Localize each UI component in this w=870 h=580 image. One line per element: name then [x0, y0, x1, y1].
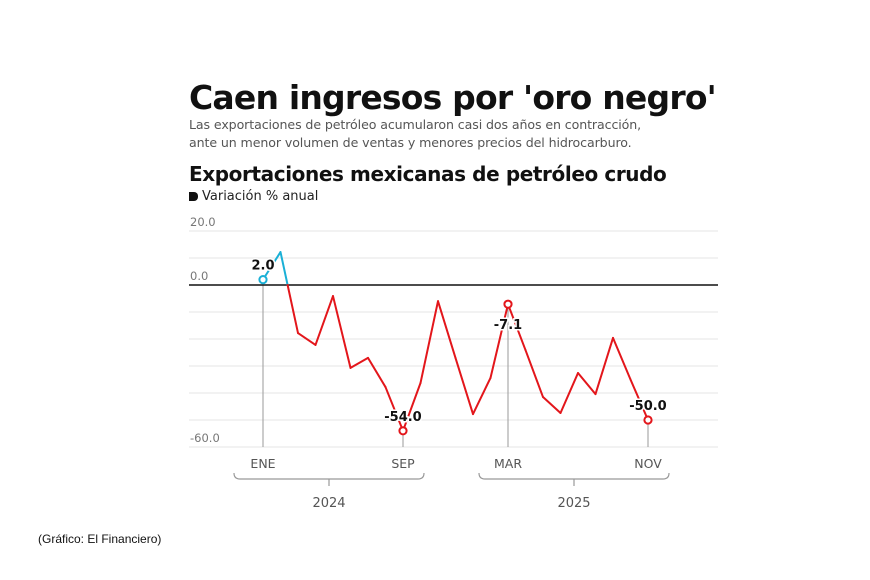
x-axis: ENE SEP MAR NOV: [250, 456, 662, 471]
data-label: -54.0: [384, 410, 421, 425]
series-lines: [262, 251, 649, 432]
chart-title: Exportaciones mexicanas de petróleo crud…: [189, 162, 667, 186]
series-segment: [367, 356, 387, 389]
y-axis: 20.0 0.0 -60.0: [190, 215, 220, 445]
year-label: 2024: [312, 496, 345, 511]
data-labels: 2.0 -54.0 -7.1 -50.0: [250, 257, 668, 426]
subtitle: Las exportaciones de petróleo acumularon…: [189, 116, 689, 152]
series-segment: [577, 372, 597, 396]
x-tick-label: ENE: [250, 456, 275, 471]
series-segment: [454, 356, 474, 416]
data-label: -7.1: [494, 318, 522, 333]
markers: [258, 275, 653, 436]
year-brackets: 2024 2025: [233, 472, 670, 511]
x-tick-label: MAR: [494, 456, 522, 471]
series-segment: [612, 336, 632, 381]
series-segment: [524, 349, 544, 399]
series-segment: [559, 372, 579, 414]
year-bracket: [233, 472, 425, 480]
subtitle-line-2: ante un menor volumen de ventas y menore…: [189, 135, 632, 150]
series-segment: [402, 382, 422, 432]
data-label: 2.0: [251, 259, 274, 274]
x-tick-label: NOV: [634, 456, 662, 471]
series-segment: [286, 284, 299, 335]
series-segment: [507, 303, 527, 352]
y-tick-label: 0.0: [190, 269, 208, 283]
page-title: Caen ingresos por 'oro negro': [189, 78, 717, 117]
series-segment: [472, 376, 492, 416]
series-segment: [384, 386, 404, 432]
x-tick-label: SEP: [391, 456, 415, 471]
series-segment: [629, 378, 649, 421]
series-segment: [419, 300, 439, 385]
year-label: 2025: [557, 496, 590, 511]
series-segment: [262, 251, 282, 281]
legend-marker-icon: [189, 192, 198, 201]
series-segment: [594, 336, 614, 396]
y-tick-label: -60.0: [190, 431, 220, 445]
legend-label: Variación % anual: [202, 189, 319, 204]
series-segment: [489, 303, 509, 379]
series-segment: [542, 396, 562, 414]
y-tick-label: 20.0: [190, 215, 216, 229]
year-bracket: [478, 472, 670, 480]
series-segment: [279, 251, 289, 286]
series-segment: [437, 300, 457, 359]
legend: Variación % anual: [189, 189, 318, 204]
data-point-marker: [503, 299, 513, 309]
source-credit: (Gráfico: El Financiero): [38, 532, 162, 546]
series-segment: [349, 356, 369, 369]
subtitle-line-1: Las exportaciones de petróleo acumularon…: [189, 117, 642, 132]
series-segment: [332, 295, 352, 369]
data-label: -50.0: [629, 399, 666, 414]
data-point-marker: [643, 415, 653, 425]
data-point-marker: [258, 275, 268, 285]
guide-lines: [262, 279, 649, 447]
series-segment: [297, 332, 317, 346]
data-point-marker: [398, 426, 408, 436]
series-segment: [314, 295, 334, 346]
